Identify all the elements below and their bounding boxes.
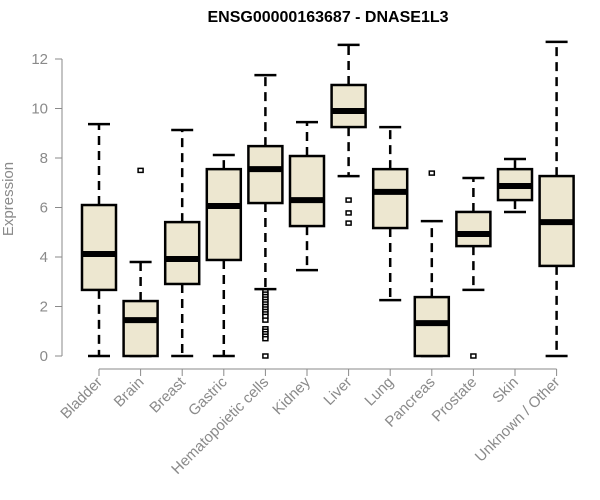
iqr-box bbox=[163, 220, 201, 286]
iqr-box bbox=[455, 210, 492, 248]
boxes-group bbox=[80, 40, 575, 359]
outlier-point bbox=[428, 170, 436, 176]
box-prostate bbox=[455, 176, 492, 359]
box-brain bbox=[122, 167, 159, 358]
y-tick-label: 10 bbox=[31, 101, 48, 118]
y-tick-label: 4 bbox=[40, 249, 48, 266]
x-tick-label: Breast bbox=[146, 373, 189, 416]
x-tick-label: Brain bbox=[111, 374, 148, 411]
y-tick-label: 8 bbox=[40, 150, 48, 167]
outlier-point bbox=[345, 210, 352, 216]
outlier-point bbox=[137, 167, 144, 174]
iqr-box bbox=[288, 154, 326, 228]
y-tick-label: 0 bbox=[40, 348, 48, 365]
outlier-point bbox=[262, 353, 269, 359]
y-tick-label: 2 bbox=[40, 299, 48, 316]
box-unknown-other bbox=[538, 40, 575, 358]
box-gastric bbox=[205, 153, 243, 358]
x-tick-label: Skin bbox=[489, 374, 522, 407]
box-kidney bbox=[288, 120, 326, 272]
x-tick-label: Bladder bbox=[57, 374, 106, 423]
outlier-point bbox=[262, 317, 269, 323]
box-hematopoietic-cells bbox=[247, 73, 284, 359]
box-lung bbox=[371, 125, 409, 302]
x-tick-label: Lung bbox=[361, 374, 397, 410]
iqr-box bbox=[413, 295, 451, 358]
x-tick-label: Kidney bbox=[269, 373, 314, 418]
iqr-box bbox=[205, 167, 243, 262]
outlier-point bbox=[345, 220, 352, 226]
y-tick-label: 12 bbox=[31, 51, 48, 68]
y-axis-label: Expression bbox=[0, 162, 17, 236]
box-liver bbox=[330, 43, 367, 226]
y-tick-label: 6 bbox=[40, 200, 48, 217]
box-bladder bbox=[80, 122, 118, 358]
box-breast bbox=[163, 128, 201, 358]
iqr-box bbox=[80, 203, 118, 292]
y-axis: 0 2 4 6 8 10 12 bbox=[31, 51, 63, 365]
iqr-box bbox=[371, 167, 409, 230]
box-pancreas bbox=[413, 170, 451, 358]
outlier-point bbox=[345, 197, 352, 203]
outlier-point bbox=[470, 353, 477, 359]
chart-title: ENSG00000163687 - DNASE1L3 bbox=[207, 9, 448, 26]
iqr-box bbox=[247, 144, 284, 205]
iqr-box bbox=[122, 299, 159, 358]
outlier-point bbox=[262, 335, 269, 342]
x-tick-label: Liver bbox=[320, 374, 355, 409]
box-skin bbox=[496, 157, 534, 214]
x-tick-label: Prostate bbox=[429, 374, 481, 426]
iqr-box bbox=[330, 83, 367, 129]
